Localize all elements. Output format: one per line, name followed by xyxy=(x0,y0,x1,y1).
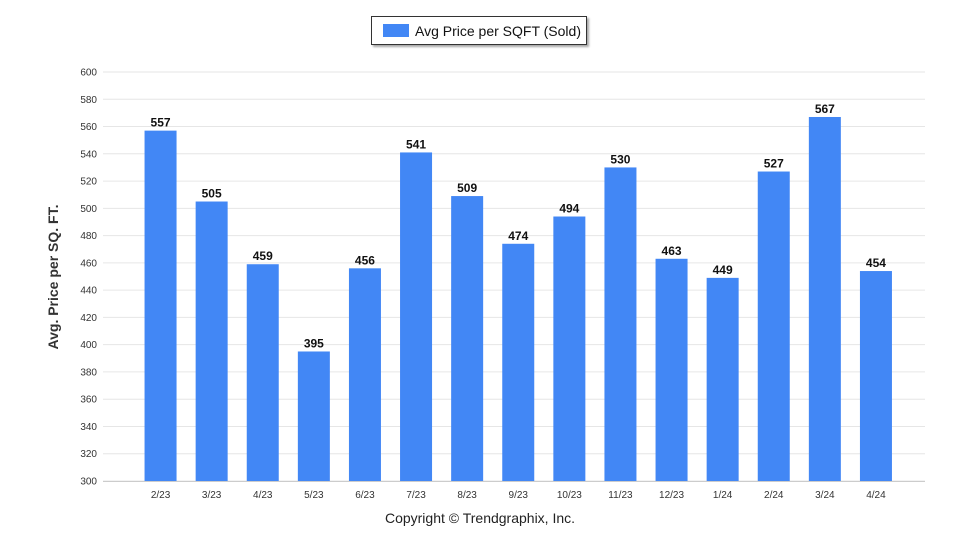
bar-5-23[interactable] xyxy=(297,351,330,481)
x-axis-ticks: 2/23 3/23 4/23 5/23 6/23 7/23 8/23 9/23 10/23 11/… xyxy=(151,490,886,501)
y-tick-label: 600 xyxy=(80,68,97,79)
y-tick-label: 520 xyxy=(80,177,97,188)
data-label: 459 xyxy=(253,249,273,263)
y-tick-label: 420 xyxy=(80,313,97,324)
bar-3-24[interactable] xyxy=(808,116,841,482)
x-tick-label: 3/23 xyxy=(202,490,222,501)
x-tick-label: 11/23 xyxy=(608,490,633,501)
y-tick-label: 460 xyxy=(80,258,97,269)
bar-7-23[interactable] xyxy=(400,152,433,482)
bar-12-23[interactable] xyxy=(655,258,688,481)
data-label: 463 xyxy=(662,244,682,258)
x-tick-label: 12/23 xyxy=(659,490,684,501)
y-axis-title: Avg. Price per SQ. FT. xyxy=(45,205,61,350)
data-label: 530 xyxy=(610,152,630,166)
bar-4-23[interactable] xyxy=(246,264,279,481)
y-tick-label: 340 xyxy=(80,422,97,433)
legend-swatch xyxy=(383,24,409,37)
bar-10-23[interactable] xyxy=(553,216,586,481)
data-label: 509 xyxy=(457,181,477,195)
bar-11-23[interactable] xyxy=(604,167,637,481)
data-label: 567 xyxy=(815,102,835,116)
x-tick-label: 10/23 xyxy=(557,490,582,501)
bar-4-24[interactable] xyxy=(859,271,892,481)
x-tick-label: 6/23 xyxy=(355,490,375,501)
copyright-text: Copyright © Trendgraphix, Inc. xyxy=(384,510,576,526)
y-tick-label: 480 xyxy=(80,231,97,242)
y-axis-ticks: 300 320 340 360 380 400 420 440 460 480 500 520 540 5… xyxy=(80,68,97,488)
x-tick-label: 9/23 xyxy=(509,490,529,501)
data-label: 395 xyxy=(304,336,324,350)
x-tick-label: 2/24 xyxy=(764,490,784,501)
bar-2-24[interactable] xyxy=(757,171,790,482)
data-label: 541 xyxy=(406,137,426,151)
x-tick-label: 5/23 xyxy=(304,490,324,501)
bar-3-23[interactable] xyxy=(195,201,228,481)
x-tick-label: 4/23 xyxy=(253,490,273,501)
y-tick-label: 300 xyxy=(80,477,97,488)
bar-6-23[interactable] xyxy=(348,268,381,481)
y-tick-label: 400 xyxy=(80,340,97,351)
data-label: 557 xyxy=(151,116,171,130)
data-label: 454 xyxy=(866,256,886,270)
y-tick-label: 540 xyxy=(80,149,97,160)
y-tick-label: 440 xyxy=(80,286,97,297)
y-tick-label: 500 xyxy=(80,204,97,215)
bar-2-23[interactable] xyxy=(144,130,177,481)
x-tick-label: 2/23 xyxy=(151,490,171,501)
data-labels: 557 505 459 395 456 541 509 474 494 530 463 449 527 5… xyxy=(151,102,887,350)
data-label: 449 xyxy=(713,263,733,277)
bar-1-24[interactable] xyxy=(706,277,739,481)
bars xyxy=(144,116,892,482)
y-tick-label: 380 xyxy=(80,367,97,378)
data-label: 456 xyxy=(355,253,375,267)
y-tick-label: 580 xyxy=(80,95,97,106)
chart-legend: Avg Price per SQFT (Sold) xyxy=(371,16,587,45)
bar-9-23[interactable] xyxy=(502,243,535,481)
y-tick-label: 560 xyxy=(80,122,97,133)
x-tick-label: 3/24 xyxy=(815,490,835,501)
x-tick-label: 8/23 xyxy=(457,490,477,501)
legend-label: Avg Price per SQFT (Sold) xyxy=(415,22,581,39)
x-tick-label: 7/23 xyxy=(406,490,426,501)
bar-8-23[interactable] xyxy=(451,196,484,481)
x-tick-label: 1/24 xyxy=(713,490,733,501)
data-label: 494 xyxy=(559,202,579,216)
data-label: 505 xyxy=(202,187,222,201)
y-tick-label: 320 xyxy=(80,449,97,460)
x-tick-label: 4/24 xyxy=(866,490,886,501)
data-label: 474 xyxy=(508,229,528,243)
data-label: 527 xyxy=(764,157,784,171)
y-tick-label: 360 xyxy=(80,395,97,406)
